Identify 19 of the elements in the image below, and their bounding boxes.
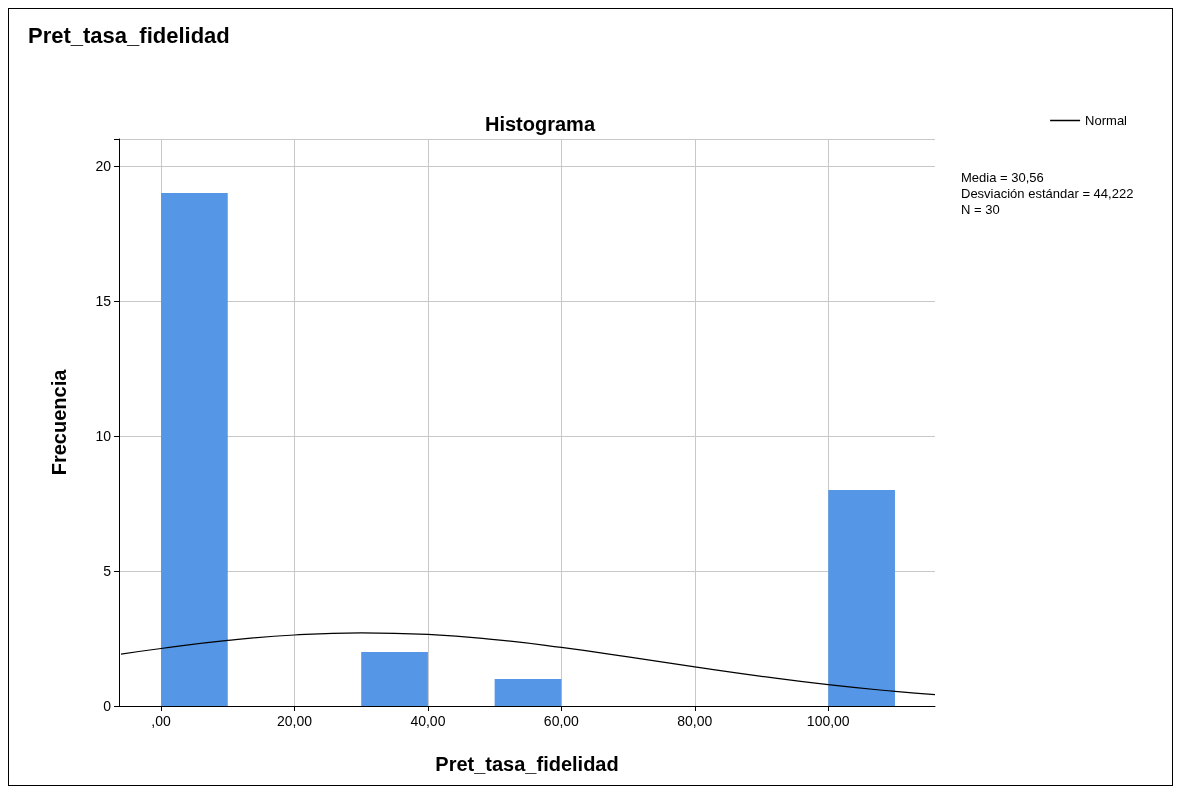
y-tick-label: 5 [103,563,112,579]
text: Media = 30,56 [961,170,1044,185]
x-tick-label: 20,00 [276,713,313,729]
chart-title: Pret_tasa_fidelidad [28,22,230,48]
x-tick-label: 100,00 [806,713,850,729]
chart-subtitle: Histograma [484,113,596,135]
x-tick-label: ,00 [151,713,171,729]
text: N = 30 [961,202,1000,217]
x-axis-title: Pret_tasa_fidelidad [435,753,619,775]
y-tick-label: 10 [95,428,112,444]
legend-label: Normal [1085,113,1128,128]
text: Desviación estándar = 44,222 [961,186,1134,201]
x-tick-label: 40,00 [410,713,446,729]
y-tick-label: 15 [95,293,112,309]
y-tick-label: 20 [95,158,112,174]
y-tick-label: 0 [103,698,112,714]
y-axis-title: Frecuencia [48,368,70,476]
x-tick-label: 80,00 [677,713,713,729]
x-tick-label: 60,00 [543,713,580,729]
